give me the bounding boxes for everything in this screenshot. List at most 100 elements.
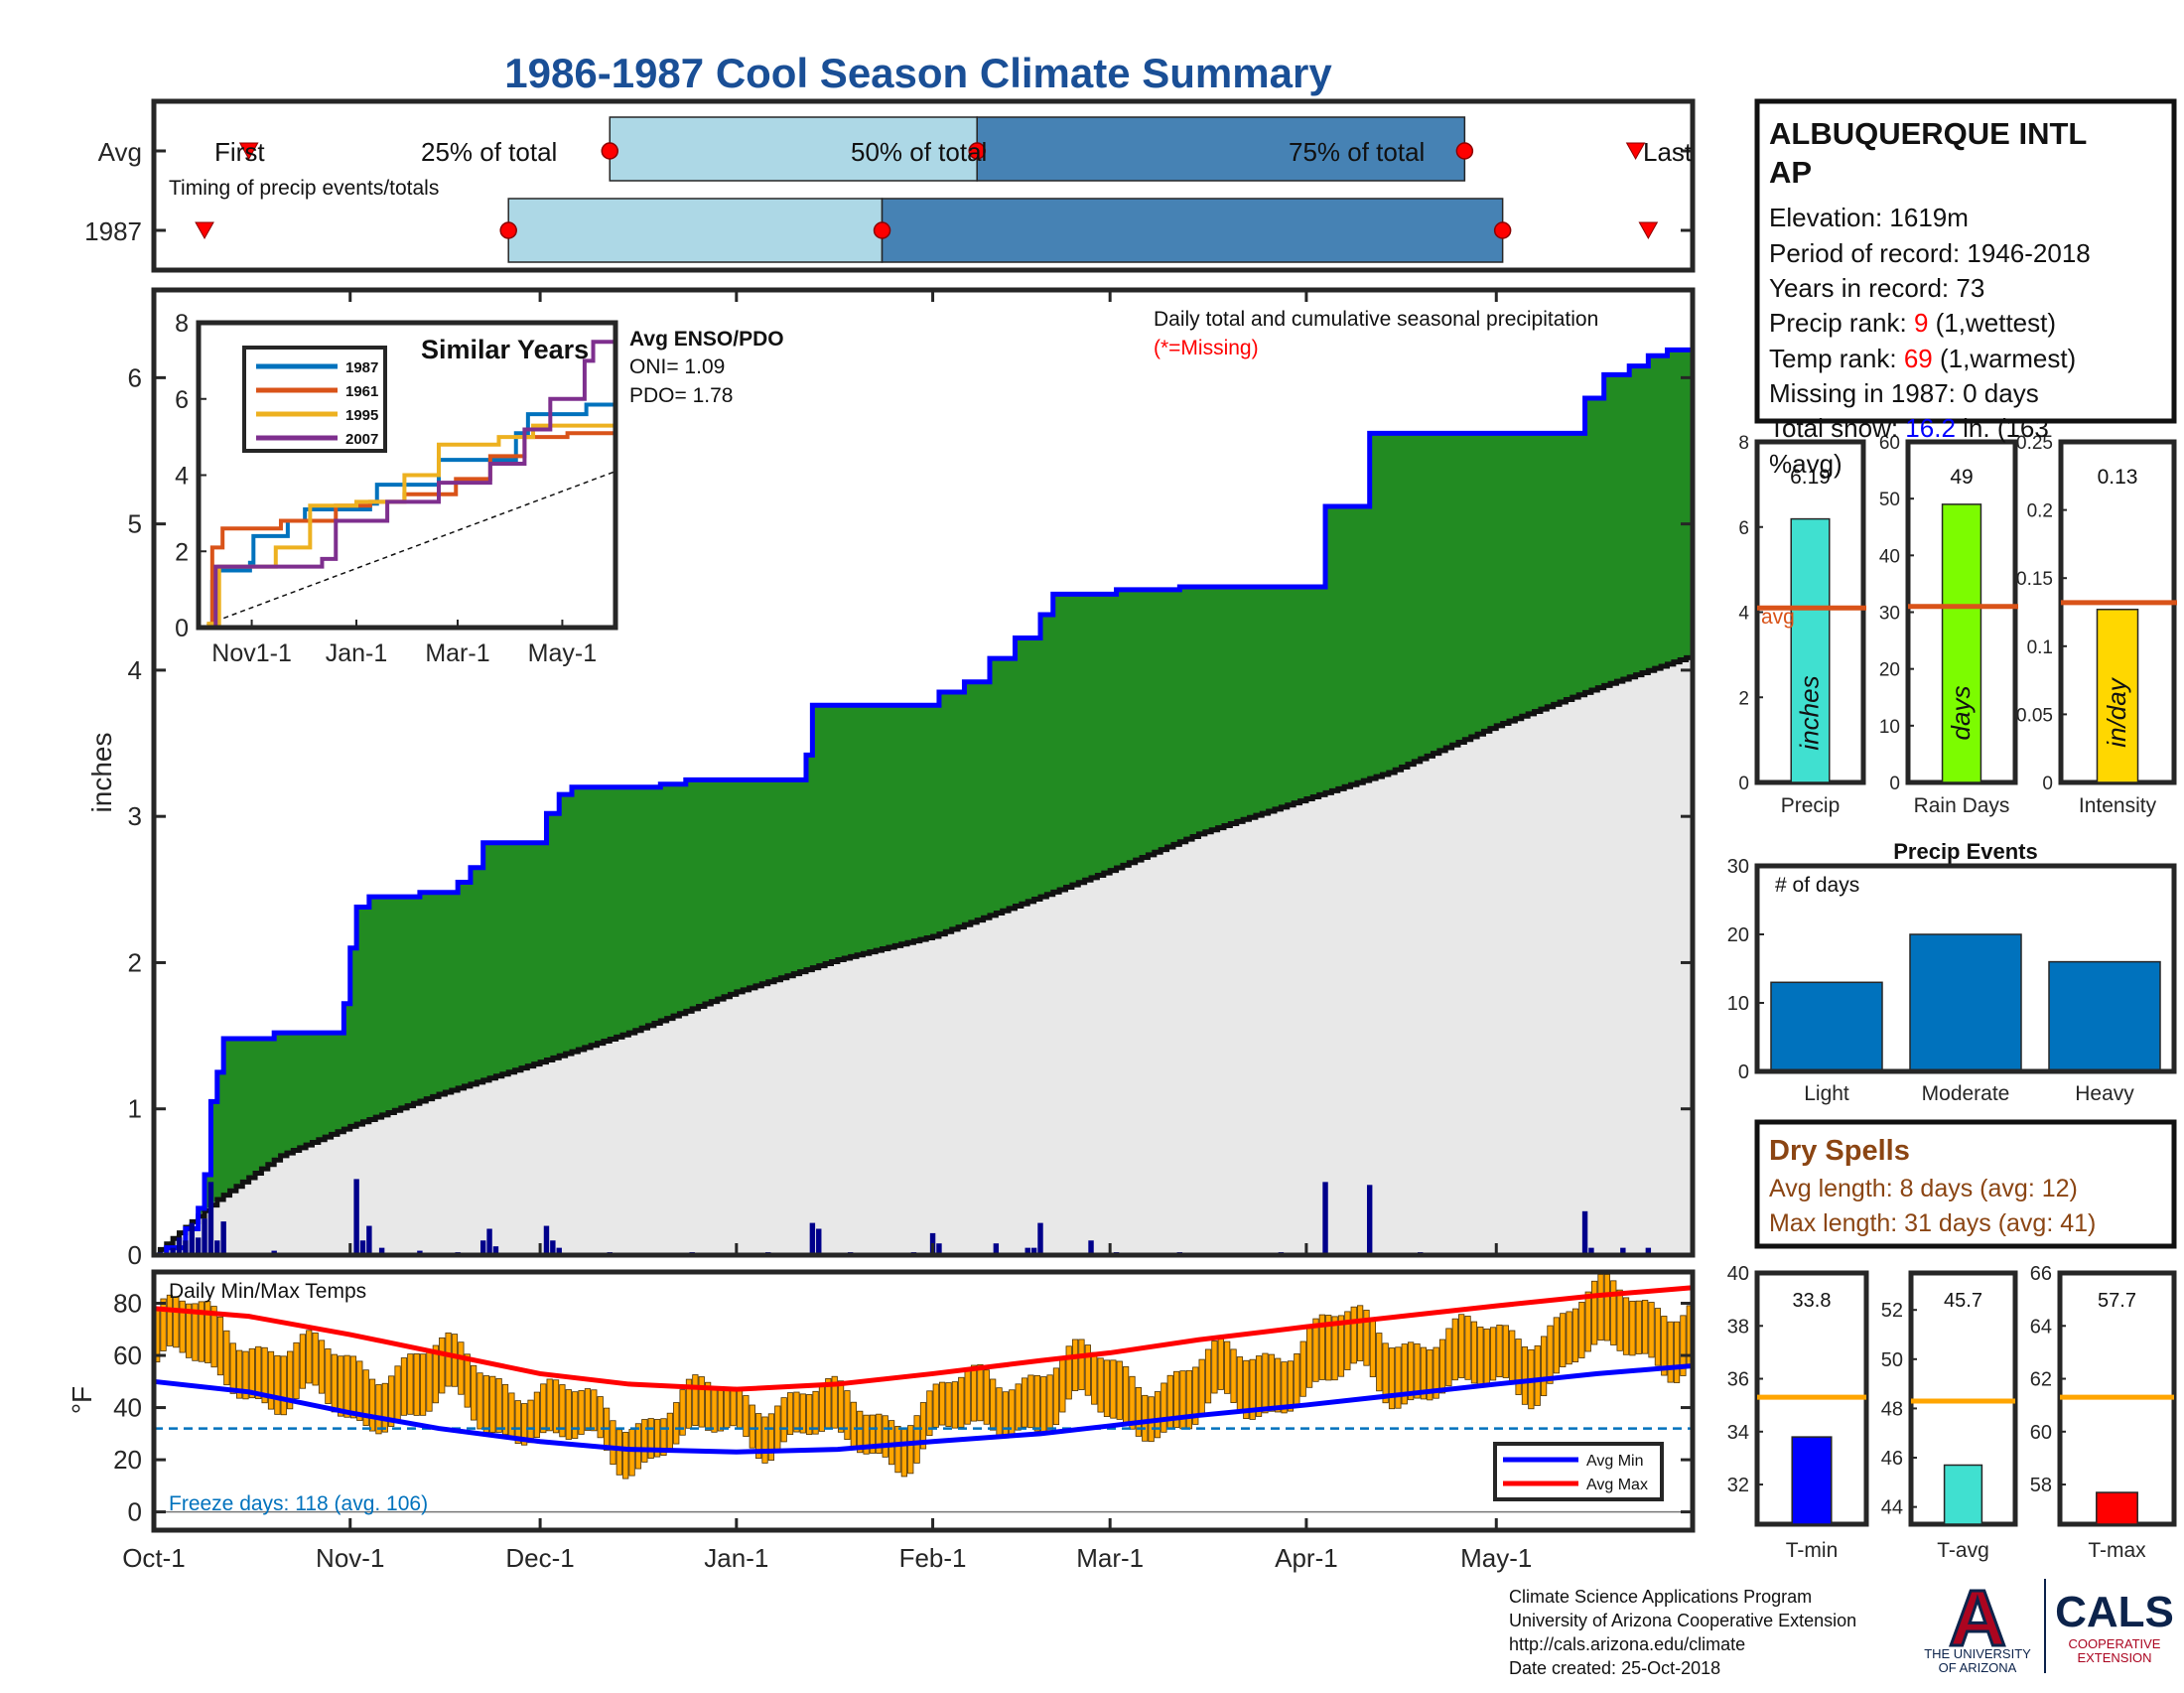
daily-temp-bar bbox=[1591, 1280, 1598, 1345]
intensity-y-tick-label: 0 bbox=[2042, 774, 2053, 794]
timing-p75-label: 75% of total bbox=[1289, 137, 1425, 167]
station-info-box: ALBUQUERQUE INTL AP Elevation: 1619m Per… bbox=[1754, 98, 2177, 424]
daily-precip-bar bbox=[176, 1237, 183, 1255]
daily-temp-bar bbox=[1648, 1302, 1655, 1358]
daily-temp-bar bbox=[394, 1365, 401, 1421]
daily-precip-bar bbox=[936, 1243, 942, 1255]
footer-credits: Climate Science Applications Program Uni… bbox=[1509, 1587, 1856, 1678]
daily-temp-bar bbox=[432, 1344, 439, 1404]
daily-temp-bar bbox=[482, 1375, 489, 1433]
daily-temp-bar bbox=[1331, 1316, 1338, 1381]
dry-spells-title: Dry Spells bbox=[1769, 1135, 1910, 1167]
temp-legend-box bbox=[1493, 1442, 1664, 1501]
precip-events-title: Precip Events bbox=[1893, 839, 2038, 864]
daily-temp-bar bbox=[521, 1403, 528, 1446]
daily-temp-bar bbox=[464, 1353, 471, 1408]
average-cumulative-line bbox=[154, 654, 1696, 1258]
daily-temp-bar bbox=[1515, 1339, 1522, 1395]
daily-temp-bar bbox=[356, 1360, 363, 1421]
dry-spells-box: Dry Spells Avg length: 8 days (avg: 12) … bbox=[1754, 1119, 2177, 1249]
daily-temp-bar bbox=[223, 1330, 230, 1386]
daily-temp-bar bbox=[508, 1392, 515, 1440]
daily-temp-bar bbox=[185, 1303, 193, 1358]
snow-value: 16.2 bbox=[1905, 413, 1956, 443]
daily-temp-bar bbox=[1281, 1361, 1288, 1414]
cumulative-surplus-area bbox=[154, 350, 1693, 1255]
daily-temp-bar bbox=[653, 1419, 661, 1458]
daily-precip-bar bbox=[1030, 1247, 1037, 1255]
station-years: Years in record: 73 bbox=[1769, 273, 1984, 303]
t-max-y-tick-label: 66 bbox=[2030, 1263, 2052, 1285]
daily-temp-bar bbox=[900, 1428, 907, 1478]
t-min-y-tick-label: 36 bbox=[1727, 1369, 1749, 1391]
daily-precip-bar bbox=[993, 1243, 1000, 1255]
daily-temp-bar bbox=[1496, 1325, 1503, 1378]
temp-chart-title: Daily Min/Max Temps bbox=[169, 1280, 366, 1303]
avg-max-line bbox=[153, 1285, 1694, 1392]
rain-days-y-tick-label: 20 bbox=[1879, 660, 1900, 681]
daily-temp-bar bbox=[634, 1423, 642, 1470]
timing-yr-p50-marker bbox=[873, 221, 891, 239]
temp-y-tick-label: 80 bbox=[113, 1289, 142, 1319]
main-y-tick-label: 5 bbox=[128, 509, 142, 539]
daily-temp-bar bbox=[1376, 1333, 1383, 1392]
timing-p25-label: 25% of total bbox=[421, 137, 557, 167]
daily-temp-bar bbox=[413, 1352, 420, 1416]
main-y-axis-label: inches bbox=[86, 733, 117, 813]
daily-temp-bar bbox=[1578, 1302, 1585, 1358]
cumulative-precip-line bbox=[154, 347, 1693, 1258]
daily-precip-bar bbox=[202, 1218, 207, 1255]
daily-temp-bar bbox=[977, 1363, 984, 1422]
daily-temp-bar bbox=[1566, 1311, 1572, 1365]
t-avg-stat-label: T-avg bbox=[1937, 1539, 1989, 1562]
precip-events-y-tick-label: 20 bbox=[1727, 924, 1749, 946]
rain-days-stat-label: Rain Days bbox=[1914, 794, 2010, 817]
daily-temp-bar bbox=[1325, 1315, 1332, 1381]
main-y-tick-label: 3 bbox=[128, 801, 142, 831]
timing-last-label: Last bbox=[1643, 137, 1693, 167]
station-period: Period of record: 1946-2018 bbox=[1769, 238, 2091, 268]
daily-temp-bar bbox=[1294, 1352, 1300, 1406]
daily-temp-bar bbox=[945, 1382, 952, 1427]
daily-temp-bar bbox=[1160, 1382, 1167, 1433]
daily-temp-bar bbox=[1610, 1280, 1617, 1345]
timing-description: Timing of precip events/totals bbox=[169, 177, 439, 200]
daily-temp-bar bbox=[1116, 1360, 1123, 1420]
daily-precip-bar bbox=[1322, 1182, 1328, 1255]
daily-temp-bar bbox=[1142, 1394, 1149, 1442]
daily-temp-bar bbox=[1642, 1300, 1649, 1354]
daily-temp-bar bbox=[540, 1383, 547, 1434]
daily-precip-bar bbox=[183, 1240, 189, 1255]
inset-x-tick-label: May-1 bbox=[528, 639, 597, 667]
temp-legend-avg-max-label: Avg Max bbox=[1586, 1477, 1648, 1493]
daily-temp-bar bbox=[1534, 1344, 1541, 1406]
precip-events-y-tick-label: 0 bbox=[1738, 1061, 1749, 1083]
daily-temp-bar bbox=[1357, 1305, 1364, 1361]
daily-precip-bar bbox=[556, 1247, 562, 1255]
daily-temp-bar bbox=[338, 1355, 344, 1417]
daily-temp-bar bbox=[533, 1391, 541, 1438]
ua-logo-text1: THE UNIVERSITY bbox=[1924, 1646, 2031, 1661]
daily-temp-bar bbox=[1318, 1314, 1325, 1380]
precip-events-y-tick-label: 10 bbox=[1727, 993, 1749, 1015]
intensity-y-tick-label: 0.2 bbox=[2027, 501, 2053, 522]
daily-temp-bar bbox=[1299, 1340, 1306, 1397]
t-min-y-tick-label: 38 bbox=[1727, 1316, 1749, 1338]
daily-temp-bar bbox=[546, 1378, 553, 1432]
daily-precip-bar bbox=[1620, 1247, 1626, 1255]
daily-temp-bar bbox=[565, 1389, 572, 1440]
daily-temp-bar bbox=[1603, 1274, 1610, 1341]
temp-y-tick-label: 0 bbox=[128, 1497, 142, 1527]
timing-avg-p75-marker bbox=[1455, 142, 1474, 160]
timing-avg-q2-bar bbox=[976, 116, 1466, 182]
precip-events-ylabel: # of days bbox=[1775, 874, 1859, 897]
daily-temp-bar bbox=[724, 1387, 731, 1429]
precip-stat-unit: inches bbox=[1795, 675, 1825, 750]
timing-avg-q1-bar bbox=[609, 116, 978, 182]
daily-temp-bar bbox=[711, 1387, 718, 1433]
x-tick-label: Mar-1 bbox=[1076, 1543, 1144, 1573]
daily-temp-bar bbox=[844, 1390, 851, 1441]
rain-days-y-tick-label: 30 bbox=[1879, 604, 1900, 625]
x-tick-label: Nov-1 bbox=[316, 1543, 384, 1573]
